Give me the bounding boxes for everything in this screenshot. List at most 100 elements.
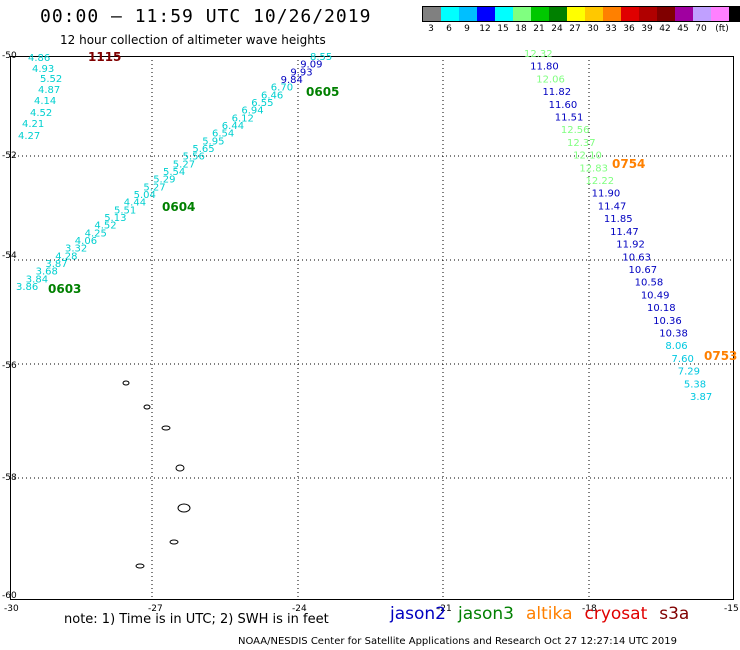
island-outline [122,380,130,386]
wave-height-value: 9.93 [290,67,312,78]
legend-label: 36 [623,24,635,34]
legend-swatch [567,7,585,21]
wave-height-value: 10.67 [629,265,658,276]
wave-height-value: 10.58 [635,278,664,289]
footer-note: note: 1) Time is in UTC; 2) SWH is in fe… [64,612,329,627]
legend-swatch [513,7,531,21]
wave-height-value: 6.55 [251,98,273,109]
wave-height-value: 11.90 [592,189,621,200]
wave-height-value: 11.82 [542,87,571,98]
island-outline [177,503,191,513]
wave-height-value: 4.14 [34,96,56,107]
wave-height-value: 5.27 [143,182,165,193]
legend-label: 12 [479,24,491,34]
legend-label: 15 [497,24,509,34]
legend-swatch [693,7,711,21]
lat-tick-label: -50 [2,51,17,61]
wave-height-value: 8.06 [665,341,687,352]
lat-tick-label: -60 [2,591,17,601]
wave-height-value: 4.52 [30,108,52,119]
wave-height-value: 5.54 [163,167,185,178]
wave-height-value: 6.54 [212,129,234,140]
wave-height-value: 8.55 [310,52,332,63]
wave-height-value: 5.52 [40,74,62,85]
wave-height-value: 10.38 [659,328,688,339]
wave-height-value: 11.60 [549,100,578,111]
legend-swatch [675,7,693,21]
island-outline [135,563,145,569]
pass-time-label: 0605 [306,85,339,99]
lon-tick-label: -18 [582,604,597,614]
wave-height-value: 12.06 [536,74,565,85]
legend-swatch [585,7,603,21]
wave-height-value: 6.46 [261,90,283,101]
legend-swatch [531,7,549,21]
color-legend-labels: 3 6 9 12 15 18 21 24 27 30 33 36 39 42 45 70 (ft) [422,24,734,34]
wave-height-value: 7.60 [672,354,694,365]
wave-height-value: 3.87 [45,259,67,270]
pass-time-label: 1115 [88,50,121,64]
pass-time-label: 0603 [48,282,81,296]
lat-tick-label: -58 [2,473,17,483]
legend-swatch [441,7,459,21]
wave-height-value: 3.86 [16,282,38,293]
wave-height-value: 12.22 [585,176,614,187]
island-outline [143,404,151,410]
wave-height-value: 4.06 [75,236,97,247]
legend-label: 30 [587,24,599,34]
wave-height-value: 3.32 [65,244,87,255]
wave-height-value: 4.44 [124,198,146,209]
pass-time-label: 0604 [162,200,195,214]
legend-swatch [711,7,729,21]
wave-height-value: 6.94 [241,106,263,117]
legend-label: 45 [677,24,689,34]
satellite-legend: jason2 jason3 altika cryosat s3a [390,604,689,624]
wave-height-value: 5.56 [183,152,205,163]
legend-swatch [477,7,495,21]
wave-height-value: 4.28 [55,251,77,262]
wave-height-value: 4.93 [32,64,54,75]
lat-tick-label: -54 [2,251,17,261]
wave-height-value: 11.92 [616,240,645,251]
legend-swatch [549,7,567,21]
wave-height-value: 10.36 [653,316,682,327]
wave-height-value: 4.86 [28,53,50,64]
wave-height-value: 6.70 [271,83,293,94]
island-outline [161,425,171,431]
satellite-jason3: jason3 [458,604,514,624]
wave-height-value: 12.32 [524,49,553,60]
wave-height-value: 9.84 [281,75,303,86]
wave-height-value: 10.49 [641,290,670,301]
legend-swatch [495,7,513,21]
legend-label: 33 [605,24,617,34]
legend-label: 18 [515,24,527,34]
legend-label: 24 [551,24,563,34]
legend-label: 21 [533,24,545,34]
legend-swatch [621,7,639,21]
wave-height-value: 12.56 [561,125,590,136]
satellite-s3a: s3a [659,604,690,624]
wave-height-value: 11.80 [530,62,559,73]
wave-height-value: 4.87 [38,85,60,96]
legend-label: 39 [641,24,653,34]
wave-height-value: 11.51 [555,113,584,124]
wave-height-value: 5.51 [114,205,136,216]
credit-line: NOAA/NESDIS Center for Satellite Applica… [238,636,677,647]
wave-height-value: 11.85 [604,214,633,225]
wave-height-value: 5.13 [104,213,126,224]
wave-height-value: 3.68 [36,267,58,278]
wave-height-value: 9.09 [300,60,322,71]
lon-tick-label: -30 [4,604,19,614]
legend-swatch [459,7,477,21]
wave-height-value: 5.29 [153,175,175,186]
wave-height-value: 5.65 [192,144,214,155]
lon-tick-label: -15 [724,604,739,614]
legend-swatch [657,7,675,21]
legend-swatch [729,7,740,21]
wave-height-value: 11.47 [610,227,639,238]
color-legend [422,6,740,22]
map-title: 00:00 – 11:59 UTC 10/26/2019 [40,6,372,27]
wave-height-value: 12.83 [579,163,608,174]
